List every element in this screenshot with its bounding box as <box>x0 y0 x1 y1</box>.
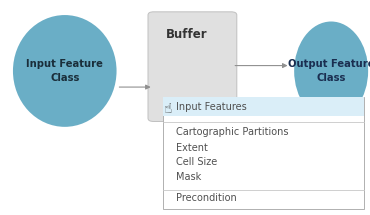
FancyBboxPatch shape <box>148 12 237 121</box>
Text: Cell Size: Cell Size <box>176 157 217 167</box>
Text: Cartographic Partitions: Cartographic Partitions <box>176 127 288 137</box>
Text: ☝: ☝ <box>164 102 172 116</box>
Text: Output Feature
Class: Output Feature Class <box>288 59 370 83</box>
Text: Input Feature
Class: Input Feature Class <box>26 59 103 83</box>
FancyBboxPatch shape <box>163 97 364 209</box>
Ellipse shape <box>294 22 368 120</box>
Text: Precondition: Precondition <box>176 194 236 203</box>
Ellipse shape <box>13 15 117 127</box>
Text: Mask: Mask <box>176 172 201 182</box>
Text: Input Features: Input Features <box>176 102 246 112</box>
Text: Buffer: Buffer <box>166 28 208 41</box>
FancyBboxPatch shape <box>163 97 364 116</box>
Text: Extent: Extent <box>176 143 208 153</box>
